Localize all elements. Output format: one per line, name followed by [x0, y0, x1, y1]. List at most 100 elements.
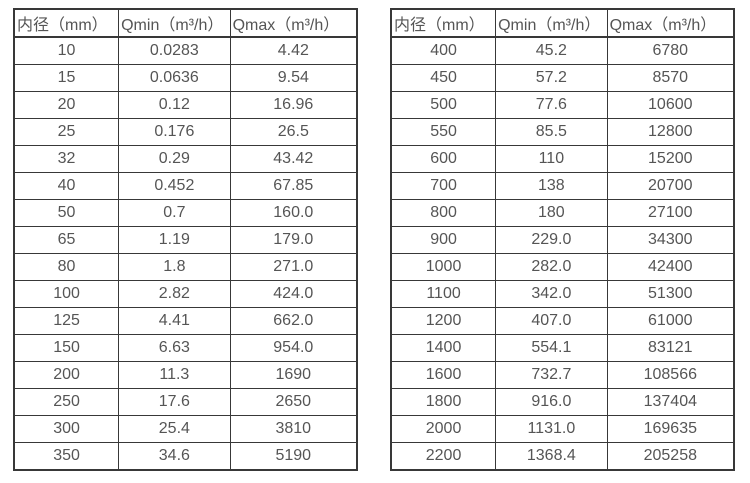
- table-cell: 160.0: [229, 199, 358, 227]
- table-body: 10 0.0283 4.42 15 0.0636 9.54 20 0.12 16.96 25 0.1…: [13, 36, 358, 471]
- table-cell: 25: [13, 118, 120, 146]
- table-row: 1200 407.0 61000: [390, 307, 735, 335]
- table-cell: 229.0: [495, 226, 608, 254]
- table-row: 50 0.7 160.0: [13, 199, 358, 227]
- table-cell: 5190: [229, 442, 358, 471]
- table-cell: 271.0: [229, 253, 358, 281]
- table-row: 2200 1368.4 205258: [390, 442, 735, 471]
- table-cell: 12800: [606, 118, 735, 146]
- table-row: 400 45.2 6780: [390, 36, 735, 65]
- table-cell: 45.2: [495, 36, 608, 65]
- table-cell: 65: [13, 226, 120, 254]
- table-cell: 300: [13, 415, 120, 443]
- table-cell: 27100: [606, 199, 735, 227]
- table-row: 1100 342.0 51300: [390, 280, 735, 308]
- table-row: 1800 916.0 137404: [390, 388, 735, 416]
- table-cell: 1100: [390, 280, 497, 308]
- table-cell: 0.7: [118, 199, 231, 227]
- table-cell: 100: [13, 280, 120, 308]
- table-cell: 77.6: [495, 91, 608, 119]
- table-cell: 700: [390, 172, 497, 200]
- column-header-qmax: Qmax（m³/h）: [606, 8, 735, 38]
- table-cell: 0.0636: [118, 64, 231, 92]
- table-cell: 4.42: [229, 36, 358, 65]
- table-cell: 10600: [606, 91, 735, 119]
- table-header-row: 内径（mm） Qmin（m³/h） Qmax（m³/h）: [390, 8, 735, 38]
- table-cell: 17.6: [118, 388, 231, 416]
- table-cell: 137404: [606, 388, 735, 416]
- table-row: 500 77.6 10600: [390, 91, 735, 119]
- table-row: 80 1.8 271.0: [13, 253, 358, 281]
- table-cell: 180: [495, 199, 608, 227]
- table-cell: 2000: [390, 415, 497, 443]
- table-cell: 554.1: [495, 334, 608, 362]
- table-cell: 43.42: [229, 145, 358, 173]
- table-row: 10 0.0283 4.42: [13, 36, 358, 65]
- table-row: 100 2.82 424.0: [13, 280, 358, 308]
- table-cell: 0.452: [118, 172, 231, 200]
- table-cell: 800: [390, 199, 497, 227]
- table-cell: 600: [390, 145, 497, 173]
- table-cell: 20: [13, 91, 120, 119]
- table-cell: 350: [13, 442, 120, 471]
- table-cell: 10: [13, 36, 120, 65]
- table-cell: 67.85: [229, 172, 358, 200]
- table-cell: 1.19: [118, 226, 231, 254]
- table-cell: 4.41: [118, 307, 231, 335]
- table-cell: 80: [13, 253, 120, 281]
- table-cell: 83121: [606, 334, 735, 362]
- table-cell: 550: [390, 118, 497, 146]
- table-cell: 407.0: [495, 307, 608, 335]
- table-cell: 0.12: [118, 91, 231, 119]
- table-row: 350 34.6 5190: [13, 442, 358, 471]
- table-cell: 0.176: [118, 118, 231, 146]
- table-cell: 169635: [606, 415, 735, 443]
- table-row: 2000 1131.0 169635: [390, 415, 735, 443]
- table-cell: 25.4: [118, 415, 231, 443]
- table-cell: 6.63: [118, 334, 231, 362]
- table-cell: 342.0: [495, 280, 608, 308]
- table-cell: 20700: [606, 172, 735, 200]
- table-cell: 1200: [390, 307, 497, 335]
- table-cell: 0.0283: [118, 36, 231, 65]
- table-row: 40 0.452 67.85: [13, 172, 358, 200]
- table-cell: 34300: [606, 226, 735, 254]
- table-cell: 732.7: [495, 361, 608, 389]
- table-row: 900 229.0 34300: [390, 226, 735, 254]
- table-row: 1000 282.0 42400: [390, 253, 735, 281]
- table-cell: 200: [13, 361, 120, 389]
- table-cell: 424.0: [229, 280, 358, 308]
- table-cell: 500: [390, 91, 497, 119]
- table-cell: 900: [390, 226, 497, 254]
- table-cell: 61000: [606, 307, 735, 335]
- table-cell: 110: [495, 145, 608, 173]
- table-cell: 1.8: [118, 253, 231, 281]
- table-cell: 8570: [606, 64, 735, 92]
- table-cell: 40: [13, 172, 120, 200]
- table-cell: 125: [13, 307, 120, 335]
- table-cell: 3810: [229, 415, 358, 443]
- table-cell: 662.0: [229, 307, 358, 335]
- table-body: 400 45.2 6780 450 57.2 8570 500 77.6 10600 550 85.…: [390, 36, 735, 471]
- table-row: 550 85.5 12800: [390, 118, 735, 146]
- table-cell: 15200: [606, 145, 735, 173]
- table-cell: 150: [13, 334, 120, 362]
- table-row: 450 57.2 8570: [390, 64, 735, 92]
- table-cell: 11.3: [118, 361, 231, 389]
- table-cell: 1400: [390, 334, 497, 362]
- table-cell: 1000: [390, 253, 497, 281]
- table-cell: 51300: [606, 280, 735, 308]
- table-row: 15 0.0636 9.54: [13, 64, 358, 92]
- table-cell: 916.0: [495, 388, 608, 416]
- table-row: 800 180 27100: [390, 199, 735, 227]
- table-cell: 50: [13, 199, 120, 227]
- table-row: 300 25.4 3810: [13, 415, 358, 443]
- table-cell: 16.96: [229, 91, 358, 119]
- table-row: 32 0.29 43.42: [13, 145, 358, 173]
- table-cell: 2650: [229, 388, 358, 416]
- table-cell: 205258: [606, 442, 735, 471]
- table-cell: 179.0: [229, 226, 358, 254]
- table-header-row: 内径（mm） Qmin（m³/h） Qmax（m³/h）: [13, 8, 358, 38]
- table-cell: 1600: [390, 361, 497, 389]
